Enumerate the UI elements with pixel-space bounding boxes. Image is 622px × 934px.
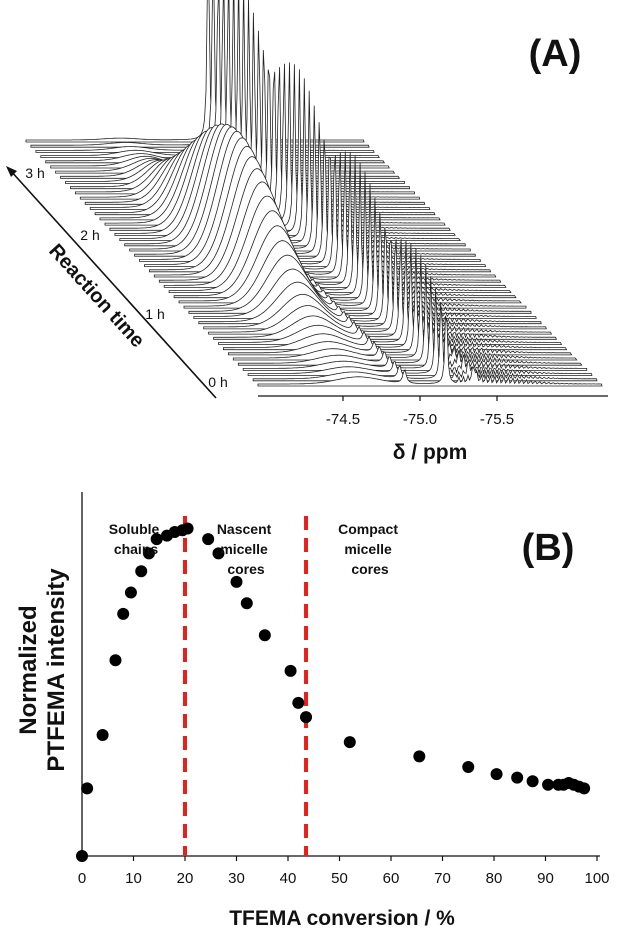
region-label-line: chains bbox=[114, 541, 159, 557]
panel-b: 0 10 20 30 40 50 60 70 80 90 100 Soluble chains Na… bbox=[15, 492, 610, 930]
x-tick-label: 40 bbox=[280, 870, 297, 887]
data-point bbox=[240, 597, 253, 610]
spectrum-trace bbox=[203, 240, 547, 330]
time-axis-arrowhead bbox=[6, 166, 17, 177]
x-tick-label: 30 bbox=[228, 870, 245, 887]
data-point bbox=[292, 696, 305, 709]
x-tick-label: 70 bbox=[434, 870, 451, 887]
time-tick-label: 2 h bbox=[80, 227, 99, 243]
x-tick-label: 20 bbox=[177, 870, 194, 887]
stacked-spectra bbox=[25, 0, 603, 387]
data-point bbox=[343, 736, 356, 749]
y-axis-title-line2: PTFEMA intensity bbox=[43, 568, 70, 772]
data-point bbox=[413, 750, 426, 763]
spectrum-trace bbox=[198, 228, 542, 325]
data-point bbox=[76, 850, 88, 862]
time-axis-title: Reaction time bbox=[44, 240, 148, 352]
region-label-compact: Compact micelle cores bbox=[338, 521, 402, 577]
data-point bbox=[284, 664, 297, 677]
data-point bbox=[202, 533, 215, 546]
spectrum-trace bbox=[232, 255, 578, 361]
region-label-line: Soluble bbox=[109, 521, 160, 537]
data-point bbox=[258, 629, 271, 642]
data-point bbox=[230, 575, 243, 588]
region-label-line: Nascent bbox=[217, 521, 272, 537]
spectrum-trace bbox=[242, 276, 588, 371]
data-point bbox=[212, 547, 225, 560]
spectrum-trace bbox=[257, 315, 603, 387]
spectrum-trace bbox=[252, 302, 598, 382]
region-label-soluble: Soluble chains bbox=[109, 521, 163, 557]
data-point bbox=[578, 782, 591, 795]
data-point bbox=[462, 761, 475, 773]
spectrum-trace bbox=[25, 0, 365, 143]
x-tick-label: 0 bbox=[78, 870, 86, 887]
data-point bbox=[181, 522, 194, 535]
data-point bbox=[109, 654, 122, 667]
spectrum-trace bbox=[218, 240, 563, 345]
region-label-line: cores bbox=[227, 561, 265, 577]
y-axis-title-line1: Normalized bbox=[15, 605, 42, 734]
x-tick-label: 10 bbox=[125, 870, 142, 887]
data-point bbox=[117, 607, 130, 620]
time-tick-label: 1 h bbox=[145, 306, 164, 322]
data-point bbox=[490, 768, 503, 781]
ppm-axis-title: δ / ppm bbox=[393, 441, 468, 464]
time-axis-line bbox=[9, 169, 217, 399]
x-tick-label: 90 bbox=[537, 870, 554, 887]
x-tick-label: 50 bbox=[331, 870, 348, 887]
data-point bbox=[300, 711, 313, 724]
ppm-tick-label: -74.5 bbox=[326, 411, 360, 428]
data-markers bbox=[76, 522, 591, 862]
region-label-line: cores bbox=[351, 561, 389, 577]
x-tick-label: 80 bbox=[486, 870, 503, 887]
panel-a: -74.5 -75.0 -75.5 δ / ppm Reaction time … bbox=[6, 0, 608, 464]
spectrum-trace bbox=[30, 0, 370, 148]
spectrum-trace bbox=[213, 239, 557, 340]
spectrum-trace bbox=[237, 264, 583, 366]
data-point bbox=[81, 782, 94, 795]
spectrum-trace bbox=[247, 288, 593, 376]
data-point bbox=[150, 533, 163, 546]
data-point bbox=[526, 775, 539, 788]
data-point bbox=[511, 771, 524, 784]
x-tick-label: 100 bbox=[584, 870, 609, 887]
panel-b-label: (B) bbox=[522, 527, 575, 569]
region-label-line: micelle bbox=[344, 541, 392, 557]
spectrum-trace bbox=[193, 212, 537, 319]
data-point bbox=[542, 778, 555, 791]
time-tick-label: 0 h bbox=[208, 374, 227, 390]
data-point bbox=[135, 565, 148, 578]
spectrum-trace bbox=[208, 239, 552, 335]
panel-a-label: (A) bbox=[529, 33, 582, 75]
spectrum-trace bbox=[223, 242, 568, 351]
ppm-tick-label: -75.5 bbox=[480, 411, 514, 428]
data-point bbox=[96, 728, 109, 741]
time-tick-label: 3 h bbox=[25, 165, 44, 181]
region-label-line: micelle bbox=[220, 541, 268, 557]
ppm-tick-label: -75.0 bbox=[403, 411, 437, 428]
data-point bbox=[124, 586, 137, 599]
region-label-line: Compact bbox=[338, 521, 398, 537]
region-label-nascent: Nascent micelle cores bbox=[217, 521, 275, 577]
x-ticks: 0 10 20 30 40 50 60 70 80 90 100 bbox=[78, 856, 610, 887]
spectrum-trace bbox=[228, 247, 573, 356]
data-point bbox=[142, 547, 155, 560]
x-tick-label: 60 bbox=[383, 870, 400, 887]
x-axis-title: TFEMA conversion / % bbox=[229, 907, 455, 930]
